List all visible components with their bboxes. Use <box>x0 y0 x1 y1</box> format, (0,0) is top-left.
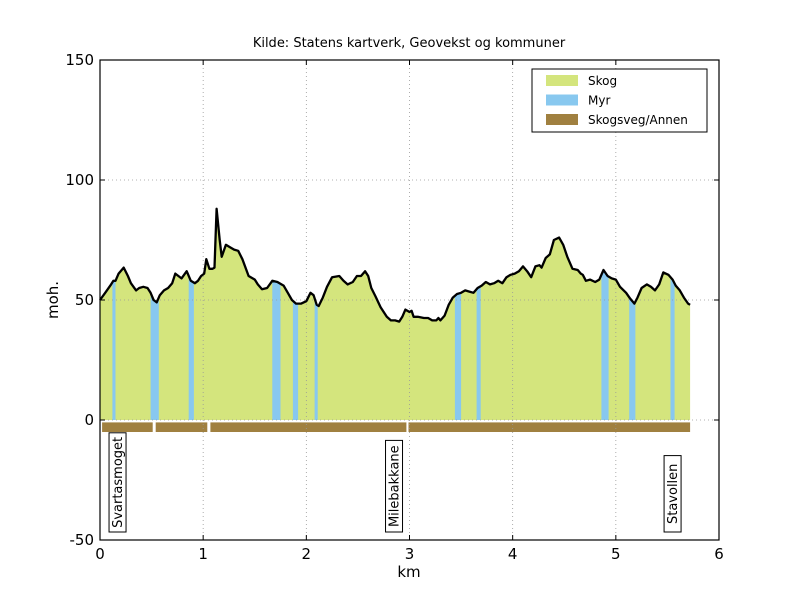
legend-entry-3: Skogsveg/Annen <box>546 113 688 127</box>
myr-segment-4 <box>272 280 281 420</box>
legend: Skog Myr Skogsveg/Annen <box>531 68 708 133</box>
x-tick-label: 0 <box>95 545 105 563</box>
x-axis-label: km <box>397 563 420 581</box>
myr-segment-5 <box>292 300 299 420</box>
elevation-profile-line <box>99 207 691 323</box>
place-label-text: Svartasmoget <box>111 437 126 528</box>
y-tick-label: 50 <box>75 291 94 309</box>
profile-line-layer <box>99 207 691 323</box>
myr-segment-10 <box>629 297 636 420</box>
myr-segment-7 <box>454 292 462 420</box>
x-tick-label: 5 <box>611 545 621 563</box>
x-tick-label: 6 <box>714 545 724 563</box>
legend-swatch <box>546 75 578 86</box>
y-tick-label: 150 <box>65 51 94 69</box>
place-label-box <box>108 432 127 533</box>
place-label-3: Stavollen <box>663 455 682 533</box>
legend-entry-1: Skog <box>546 74 617 88</box>
y-tick-label: -50 <box>70 531 95 549</box>
place-label-1: Svartasmoget <box>108 432 127 533</box>
x-tick-label: 1 <box>198 545 208 563</box>
myr-segment-6 <box>314 298 318 420</box>
myr-segment-1 <box>112 280 116 420</box>
myr-segment-8 <box>476 286 481 420</box>
road-segment-4 <box>408 422 691 432</box>
legend-label: Skogsveg/Annen <box>588 113 688 127</box>
road-segment-2 <box>155 422 208 432</box>
myr-segment-3 <box>188 276 194 420</box>
skog-area <box>100 208 691 420</box>
place-label-2: Milebakkane <box>385 439 404 533</box>
y-axis-label: moh. <box>44 281 62 319</box>
place-label-text: Milebakkane <box>388 445 403 527</box>
y-tick-label: 0 <box>84 411 94 429</box>
place-label-box <box>663 455 682 533</box>
y-tick-label: 100 <box>65 171 94 189</box>
x-tick-label: 3 <box>405 545 415 563</box>
myr-segment-9 <box>601 270 609 420</box>
legend-swatch <box>546 114 578 125</box>
place-annotations: Svartasmoget Milebakkane Stavollen <box>108 432 682 533</box>
legend-swatch <box>546 94 578 106</box>
place-label-text: Stavollen <box>666 464 681 524</box>
legend-entry-2: Myr <box>546 94 610 108</box>
skog-fill-layer <box>100 208 691 420</box>
myr-segment-11 <box>670 277 675 420</box>
x-tick-label: 4 <box>508 545 518 563</box>
x-tick-label: 2 <box>302 545 312 563</box>
chart-title: Kilde: Statens kartverk, Geovekst og kom… <box>253 36 566 51</box>
myr-segment-2 <box>150 292 159 420</box>
legend-label: Skog <box>588 74 617 88</box>
myr-layer <box>112 270 675 420</box>
legend-label: Myr <box>588 94 610 108</box>
road-segment-3 <box>210 422 407 432</box>
place-label-box <box>385 439 404 533</box>
road-layer <box>102 422 691 432</box>
road-segment-1 <box>102 422 153 432</box>
